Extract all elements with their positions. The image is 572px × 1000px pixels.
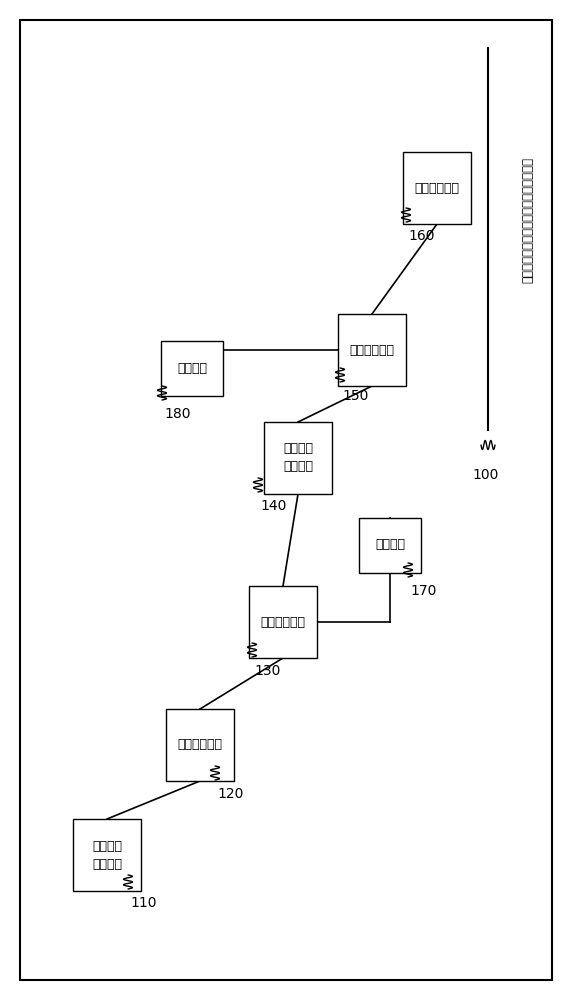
Bar (249, 586, 317, 658)
Bar (403, 152, 471, 224)
Text: 残影测试单元: 残影测试单元 (349, 344, 395, 357)
Text: 100: 100 (473, 468, 499, 482)
Text: 显示单元: 显示单元 (375, 538, 405, 552)
Bar (161, 340, 223, 395)
Text: 120: 120 (217, 787, 243, 801)
Bar (166, 709, 234, 781)
Text: 160: 160 (408, 229, 435, 243)
Text: 一种包含烧机测试、残影测试的检测系统: 一种包含烧机测试、残影测试的检测系统 (522, 157, 534, 283)
Text: 烧机测试单元: 烧机测试单元 (177, 738, 223, 752)
Text: 180: 180 (164, 407, 190, 421)
Bar (264, 422, 332, 494)
Text: 110: 110 (130, 896, 157, 910)
Text: 报警单元: 报警单元 (177, 361, 207, 374)
Text: 130: 130 (254, 664, 280, 678)
Text: 150: 150 (342, 389, 368, 403)
Text: 烧机对比单元: 烧机对比单元 (260, 615, 305, 629)
Bar (73, 819, 141, 891)
Text: 170: 170 (410, 584, 436, 598)
Text: 140: 140 (260, 499, 287, 513)
Bar (359, 518, 421, 572)
Text: 残影对比单元: 残影对比单元 (415, 182, 459, 194)
Bar (338, 314, 406, 386)
Text: 烧机测试
启动单元: 烧机测试 启动单元 (92, 840, 122, 870)
Text: 残影测试
启动单元: 残影测试 启动单元 (283, 442, 313, 474)
